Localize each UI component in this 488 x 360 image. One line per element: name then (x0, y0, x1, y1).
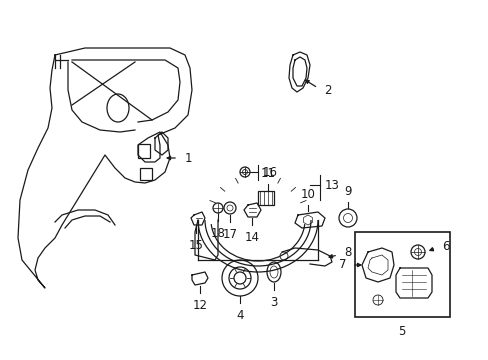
Bar (140, 168, 152, 180)
Bar (138, 144, 150, 158)
Bar (258, 191, 273, 205)
Text: 4: 4 (236, 309, 243, 322)
Text: 16: 16 (263, 166, 278, 179)
Text: 9: 9 (344, 185, 351, 198)
Text: 7: 7 (338, 258, 346, 271)
Text: 8: 8 (343, 247, 351, 260)
Text: 11: 11 (260, 167, 275, 180)
Text: 5: 5 (398, 325, 405, 338)
Text: 12: 12 (192, 299, 207, 312)
Text: 6: 6 (441, 239, 448, 252)
Text: 14: 14 (244, 231, 259, 244)
Bar (354, 232, 449, 317)
Text: 17: 17 (222, 228, 237, 241)
Text: 15: 15 (188, 239, 203, 252)
Text: 1: 1 (184, 152, 192, 165)
Text: 18: 18 (210, 227, 225, 240)
Text: 3: 3 (270, 296, 277, 309)
Text: 10: 10 (300, 188, 315, 201)
Text: 2: 2 (324, 84, 331, 96)
Text: 13: 13 (325, 179, 339, 192)
